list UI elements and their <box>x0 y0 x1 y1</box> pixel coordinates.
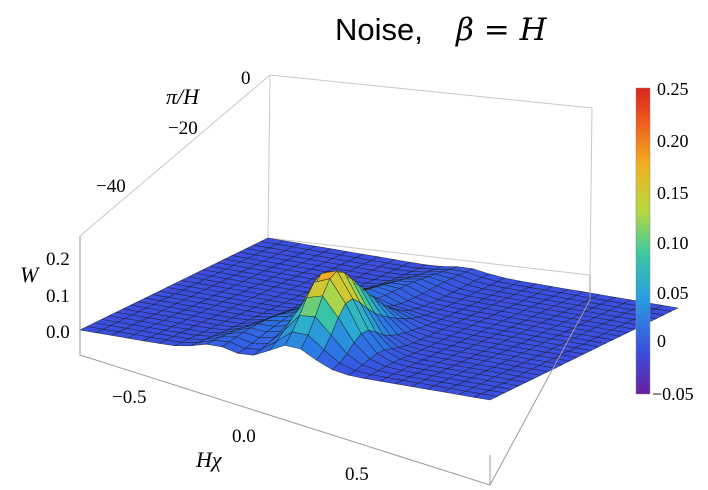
cb-tick-5: 0 <box>657 331 666 351</box>
z-axis-label: W <box>20 262 40 287</box>
z-tick-0: 0.0 <box>46 322 70 343</box>
x-tick-2: 0.5 <box>345 464 369 485</box>
y-tick-0: 0 <box>241 68 251 89</box>
y-tick-1: −20 <box>168 118 198 139</box>
z-tick-1: 0.1 <box>46 286 70 307</box>
z-tick-2: 0.2 <box>46 249 70 270</box>
y-axis-label: π/H <box>166 84 200 109</box>
cb-tick-4: 0.05 <box>657 283 689 303</box>
x-axis: Hχ −0.5 0.0 0.5 <box>112 387 369 485</box>
x-axis-label: Hχ <box>195 447 223 472</box>
z-axis: W 0.2 0.1 0.0 <box>20 249 70 343</box>
title-math: β = H <box>455 12 548 48</box>
x-tick-1: 0.0 <box>232 426 256 447</box>
surface-plot <box>79 237 679 401</box>
cb-tick-3: 0.10 <box>657 233 689 253</box>
cb-tick-1: 0.20 <box>657 131 689 151</box>
cb-tick-6: −0.05 <box>652 384 694 404</box>
y-tick-2: −40 <box>96 176 126 197</box>
title-text: Noise, <box>335 12 423 47</box>
chart-title: Noise, β = H <box>335 12 548 48</box>
box-front <box>79 236 591 486</box>
colorbar-gradient <box>635 87 651 395</box>
y-axis: π/H 0 −20 −40 <box>96 68 251 197</box>
cb-tick-2: 0.15 <box>657 183 689 203</box>
x-tick-0: −0.5 <box>112 387 146 408</box>
colorbar: 0.25 0.20 0.15 0.10 0.05 0 −0.05 <box>635 79 694 404</box>
cb-tick-0: 0.25 <box>657 79 689 99</box>
surface-cell <box>79 326 104 333</box>
